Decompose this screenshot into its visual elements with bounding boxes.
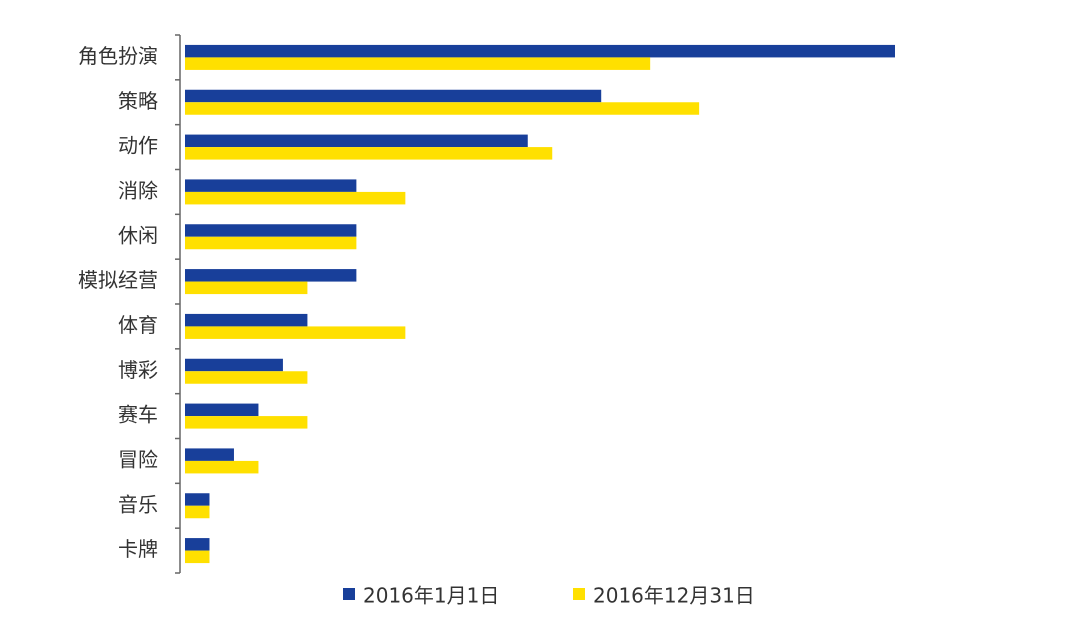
- y-tick-label: 音乐: [118, 492, 158, 516]
- bar: [185, 371, 308, 384]
- bar: [185, 550, 210, 564]
- bar: [185, 224, 357, 237]
- y-tick-label: 博彩: [118, 358, 158, 382]
- y-tick-label: 消除: [118, 178, 158, 202]
- legend-swatch: [343, 588, 355, 600]
- legend-swatch: [573, 588, 585, 600]
- bar: [185, 89, 602, 103]
- bar: [185, 281, 308, 295]
- y-tick-label: 体育: [118, 313, 158, 337]
- bar: [185, 57, 651, 70]
- y-tick-label: 卡牌: [118, 537, 158, 561]
- bar: [185, 326, 406, 339]
- bar: [185, 102, 700, 115]
- bar: [185, 191, 406, 205]
- y-tick-label: 冒险: [118, 447, 158, 471]
- bar: [185, 460, 259, 474]
- y-tick-label: 动作: [118, 134, 158, 158]
- bar: [185, 147, 553, 160]
- bar: [185, 269, 357, 282]
- y-tick-label: 赛车: [118, 403, 158, 427]
- bar: [185, 179, 357, 192]
- bar: [185, 44, 895, 58]
- bar: [185, 134, 528, 148]
- bar: [185, 538, 210, 551]
- bar: [185, 448, 234, 461]
- y-tick-label: 角色扮演: [78, 44, 158, 68]
- bar: [185, 416, 308, 429]
- y-tick-label: 休闲: [118, 223, 158, 247]
- legend-label: 2016年1月1日: [363, 584, 499, 608]
- y-tick-label: 模拟经营: [78, 268, 158, 292]
- bar: [185, 313, 308, 327]
- bar: [185, 236, 357, 250]
- bar: [185, 505, 210, 519]
- y-tick-label: 策略: [118, 89, 158, 113]
- bar: [185, 493, 210, 506]
- legend-label: 2016年12月31日: [593, 584, 755, 608]
- bar: [185, 358, 283, 372]
- bar: [185, 403, 259, 417]
